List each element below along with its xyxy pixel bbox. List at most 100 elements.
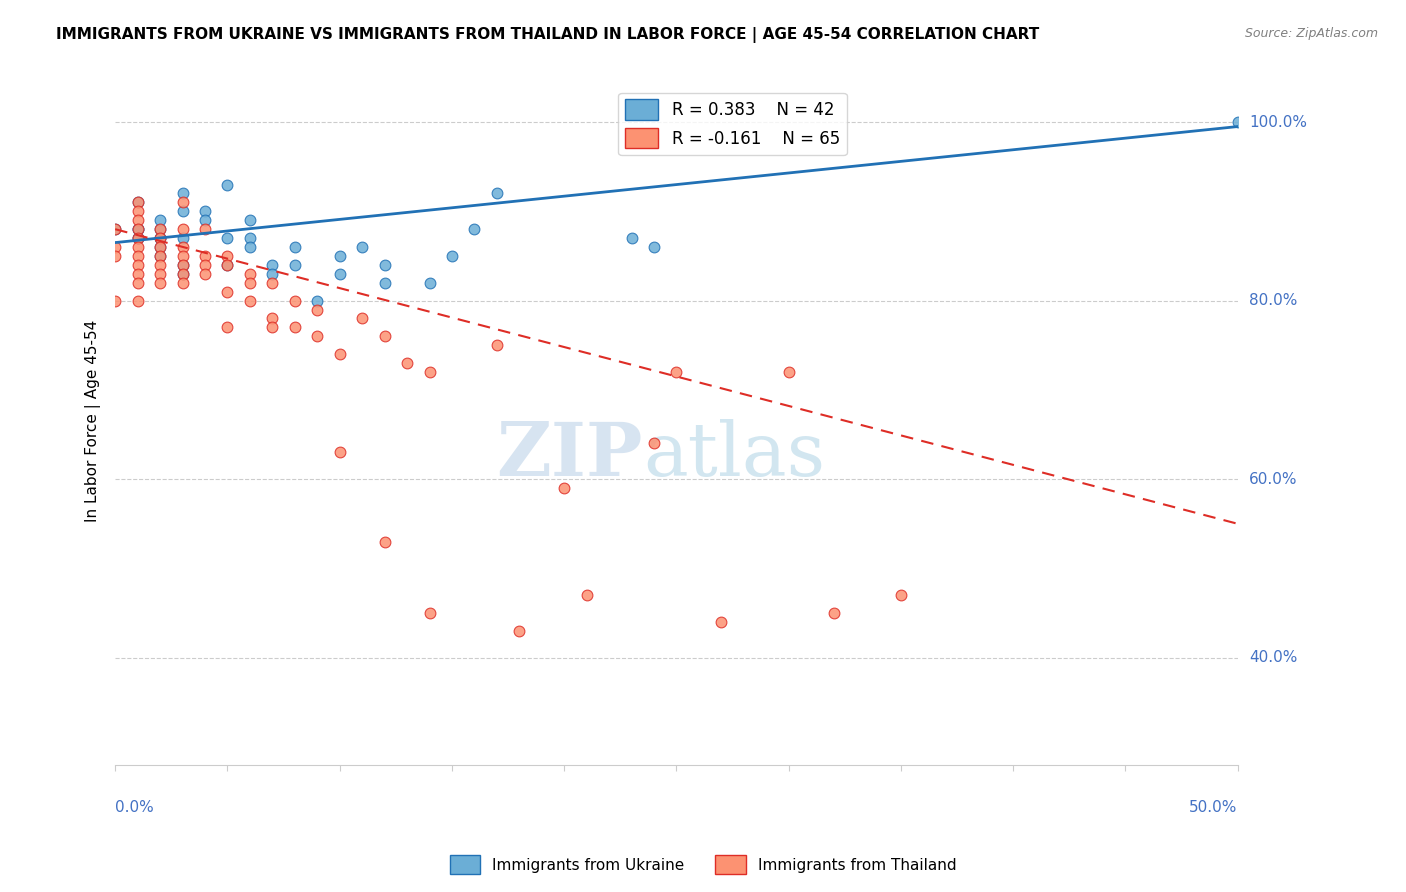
Point [217,320,239,334]
Point [329,445,352,459]
Point [127,231,149,245]
Point [262,311,284,326]
Text: 100.0%: 100.0% [1249,114,1308,129]
Point [194,222,217,236]
Point [665,365,688,379]
Point [127,195,149,210]
Point [149,231,172,245]
Point [172,258,194,272]
Point [418,365,440,379]
Point [194,204,217,219]
Point [127,267,149,281]
Point [418,276,440,290]
Point [575,588,598,602]
Point [217,258,239,272]
Legend: Immigrants from Ukraine, Immigrants from Thailand: Immigrants from Ukraine, Immigrants from… [443,849,963,880]
Point [710,615,733,629]
Point [307,329,329,343]
Point [262,276,284,290]
Point [1226,115,1249,129]
Text: Source: ZipAtlas.com: Source: ZipAtlas.com [1244,27,1378,40]
Text: 80.0%: 80.0% [1249,293,1298,308]
Point [352,311,374,326]
Point [284,258,307,272]
Point [194,258,217,272]
Point [104,222,127,236]
Legend: R = 0.383    N = 42, R = -0.161    N = 65: R = 0.383 N = 42, R = -0.161 N = 65 [619,93,846,155]
Point [172,204,194,219]
Point [329,347,352,361]
Point [217,178,239,192]
Text: 60.0%: 60.0% [1249,472,1298,487]
Point [823,606,845,620]
Point [374,534,396,549]
Point [104,249,127,263]
Point [239,231,262,245]
Point [172,249,194,263]
Point [172,195,194,210]
Point [217,231,239,245]
Point [307,302,329,317]
Point [374,329,396,343]
Point [127,222,149,236]
Point [217,285,239,299]
Point [463,222,485,236]
Text: 0.0%: 0.0% [115,799,153,814]
Point [374,258,396,272]
Point [217,258,239,272]
Point [890,588,912,602]
Point [172,267,194,281]
Point [172,267,194,281]
Point [104,222,127,236]
Point [172,240,194,254]
Point [284,320,307,334]
Point [172,231,194,245]
Point [149,222,172,236]
Point [149,267,172,281]
Point [127,293,149,308]
Point [553,481,575,495]
Point [194,249,217,263]
Point [127,231,149,245]
Point [329,267,352,281]
Text: atlas: atlas [643,419,825,492]
Point [149,249,172,263]
Point [485,338,508,352]
Point [262,267,284,281]
Point [104,293,127,308]
Point [127,195,149,210]
Point [329,249,352,263]
Point [149,213,172,227]
Point [262,258,284,272]
Point [149,240,172,254]
Point [127,249,149,263]
Point [440,249,463,263]
Point [172,186,194,201]
Point [418,606,440,620]
Point [127,276,149,290]
Point [149,240,172,254]
Point [262,320,284,334]
Point [172,222,194,236]
Point [239,276,262,290]
Point [643,436,665,450]
Y-axis label: In Labor Force | Age 45-54: In Labor Force | Age 45-54 [86,320,101,522]
Point [127,231,149,245]
Point [149,276,172,290]
Point [284,293,307,308]
Text: 50.0%: 50.0% [1189,799,1237,814]
Point [374,276,396,290]
Point [172,276,194,290]
Point [239,213,262,227]
Point [127,213,149,227]
Text: 40.0%: 40.0% [1249,650,1298,665]
Point [485,186,508,201]
Point [643,240,665,254]
Point [149,222,172,236]
Point [284,240,307,254]
Point [127,258,149,272]
Point [239,293,262,308]
Point [172,258,194,272]
Point [194,267,217,281]
Point [127,222,149,236]
